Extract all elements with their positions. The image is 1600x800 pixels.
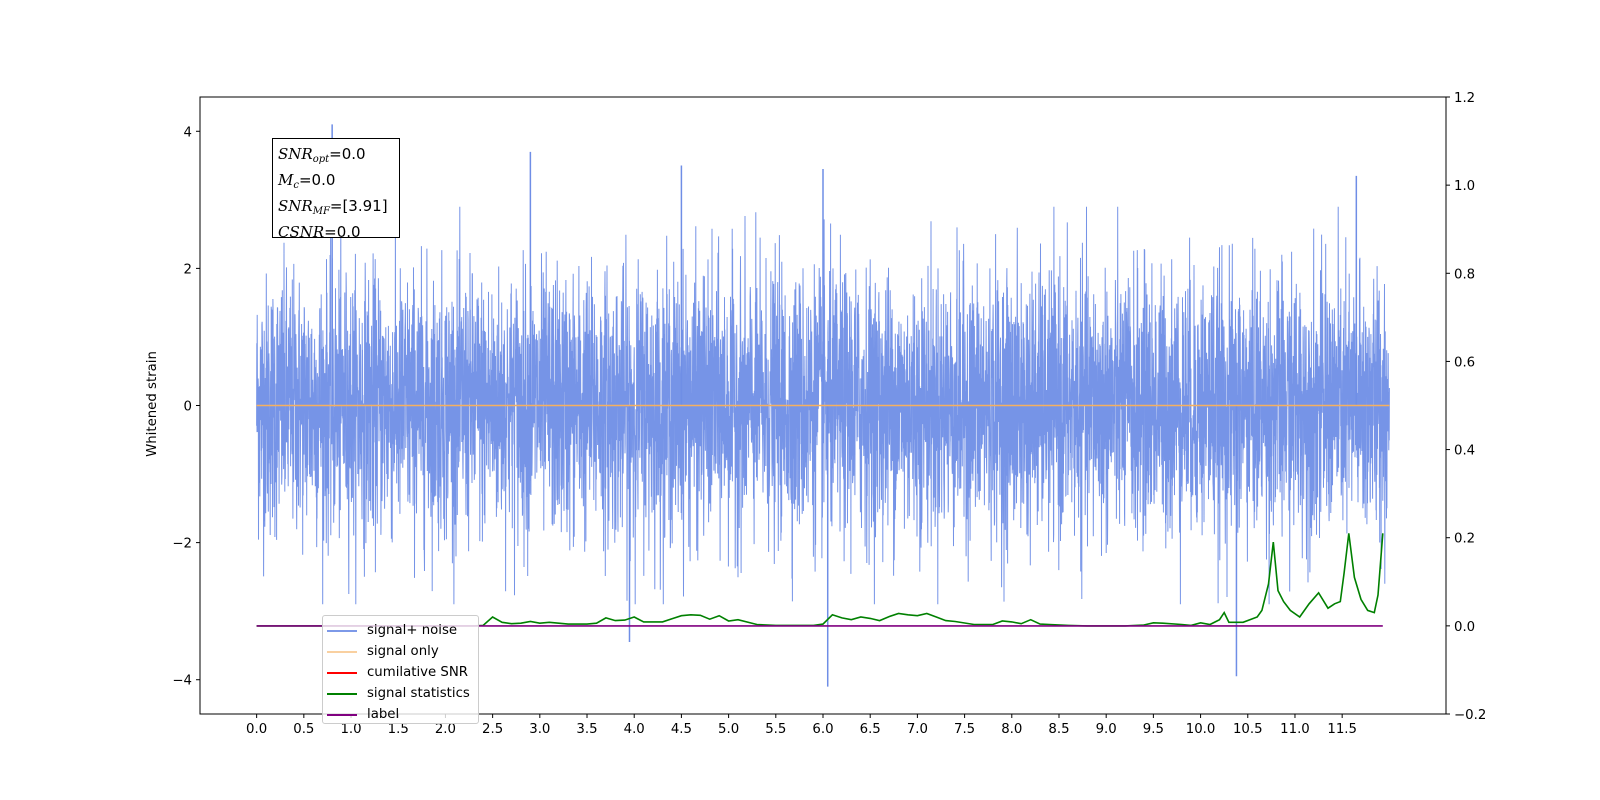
x-tick-label: 1.0 (340, 722, 361, 737)
legend-item-label: label cumilative SNR (327, 704, 478, 725)
legend-swatch (327, 650, 357, 653)
y-tick-label: −4 (172, 674, 192, 689)
legend-label: signal statistics (367, 686, 470, 701)
y-axis-label: Whitened strain (145, 351, 160, 457)
x-tick-label: 10.5 (1233, 722, 1263, 737)
x-tick-label: 11.5 (1327, 722, 1357, 737)
legend-item-signal-only: signal only (327, 641, 478, 662)
legend-label: signal only (367, 644, 439, 659)
x-tick-label: 9.0 (1096, 722, 1117, 737)
x-tick-label: 4.0 (624, 722, 645, 737)
x-tick-label: 10.0 (1186, 722, 1216, 737)
x-tick-label: 7.0 (907, 722, 928, 737)
x-tick-label: 5.0 (718, 722, 739, 737)
y2-tick-label: 1.2 (1454, 91, 1475, 106)
x-tick-label: 1.5 (388, 722, 409, 737)
x-tick-label: 4.5 (671, 722, 692, 737)
y-tick-label: 4 (184, 125, 192, 140)
y-tick-label: 0 (184, 400, 192, 415)
y-tick-label: 2 (184, 262, 192, 277)
legend-swatch (327, 629, 357, 632)
x-tick-label: 2.5 (482, 722, 503, 737)
annotation-snr-opt: SNRopt=0.0 (278, 145, 366, 165)
x-tick-label: 9.5 (1143, 722, 1164, 737)
legend-label: label (367, 707, 400, 722)
legend-swatch (327, 692, 357, 695)
legend-label: signal+ noise (367, 623, 458, 638)
x-tick-label: 0.0 (246, 722, 267, 737)
legend-label: cumilative SNR (367, 665, 469, 680)
legend-swatch (327, 713, 357, 716)
legend-swatch (327, 671, 357, 674)
x-tick-label: 7.5 (954, 722, 975, 737)
legend-item-cumulative-snr: cumilative SNR (327, 662, 478, 683)
y-tick-label: −2 (172, 537, 192, 552)
signal-plus-noise-series (256, 124, 1390, 687)
axes: 0.0 0.5 1.0 1.5 2.0 2.5 3.0 3.5 4.0 4.5 5.0 5.5 6.0 6… (172, 91, 1486, 737)
snr-annotation-box: SNRopt=0.0 Mc=0.0 SNRMF=[3.91] CSNR=0.0 (272, 138, 400, 241)
y2-tick-label: −0.2 (1454, 708, 1486, 723)
y2-tick-label: 0.6 (1454, 355, 1475, 370)
y2-tick-label: 0.0 (1454, 620, 1475, 635)
annotation-snr-mf: SNRMF=[3.91] (278, 197, 388, 217)
annotation-mc: Mc=0.0 (278, 171, 336, 191)
x-tick-label: 5.5 (765, 722, 786, 737)
x-tick-label: 0.5 (293, 722, 314, 737)
legend-item-signal-noise: signal+ noise (327, 620, 478, 641)
x-tick-label: 8.5 (1048, 722, 1069, 737)
y2-tick-label: 0.8 (1454, 267, 1475, 282)
x-tick-label: 6.0 (812, 722, 833, 737)
x-tick-label: 8.0 (1001, 722, 1022, 737)
x-tick-label: 6.5 (860, 722, 881, 737)
x-tick-label: 11.0 (1280, 722, 1310, 737)
y2-tick-label: 1.0 (1454, 179, 1475, 194)
legend-item-signal-statistics: signal statistics (327, 683, 478, 704)
y2-tick-label: 0.4 (1454, 444, 1475, 459)
x-tick-label: 3.0 (529, 722, 550, 737)
y2-tick-label: 0.2 (1454, 532, 1475, 547)
series-signal-statistics (256, 533, 1384, 627)
x-tick-label: 3.5 (576, 722, 597, 737)
x-tick-label: 2.0 (435, 722, 456, 737)
chart-legend: signal+ noise signal only cumilative SNR… (322, 615, 479, 724)
annotation-csnr: CSNR=0.0 (278, 223, 361, 241)
